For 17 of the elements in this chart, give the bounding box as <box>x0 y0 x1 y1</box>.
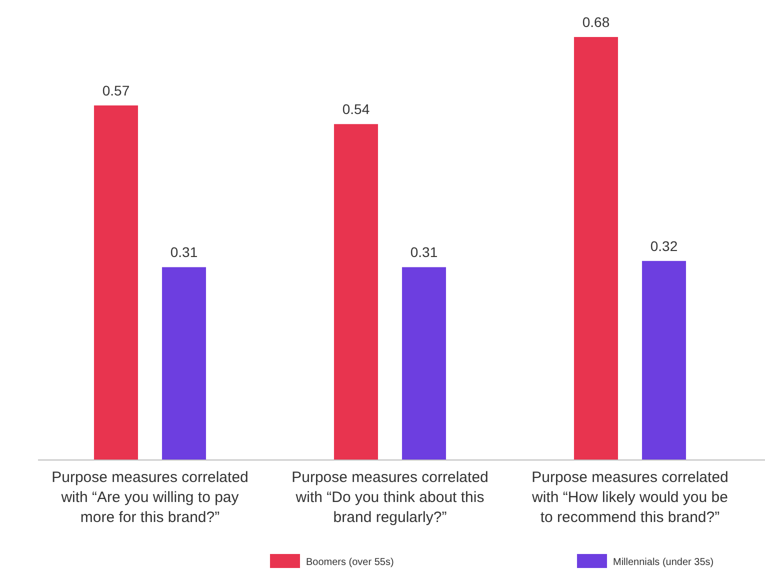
bar <box>162 267 206 460</box>
bar <box>574 37 618 460</box>
bar <box>402 267 446 460</box>
bar <box>642 260 686 460</box>
x-tick-label: Purpose measures correlated with “Are you willing to pay more for this brand?” <box>52 469 248 526</box>
x-tick-label: Purpose measures correlated with “Do you think about this brand regularly?” <box>292 469 488 526</box>
data-label: 0.57 <box>102 82 130 98</box>
legend-label: Millennials (under 35s) <box>613 557 714 568</box>
bar <box>94 105 138 460</box>
x-tick-label: Purpose measures correlated with “How likely would you be to recommend this brand?” <box>531 469 728 526</box>
bar <box>334 124 378 460</box>
data-label: 0.31 <box>170 244 198 260</box>
data-label: 0.54 <box>342 101 370 118</box>
legend-label: Boomers (over 55s) <box>306 557 394 568</box>
data-label: 0.32 <box>650 238 678 254</box>
data-label: 0.31 <box>410 244 438 260</box>
data-label: 0.68 <box>582 14 610 30</box>
